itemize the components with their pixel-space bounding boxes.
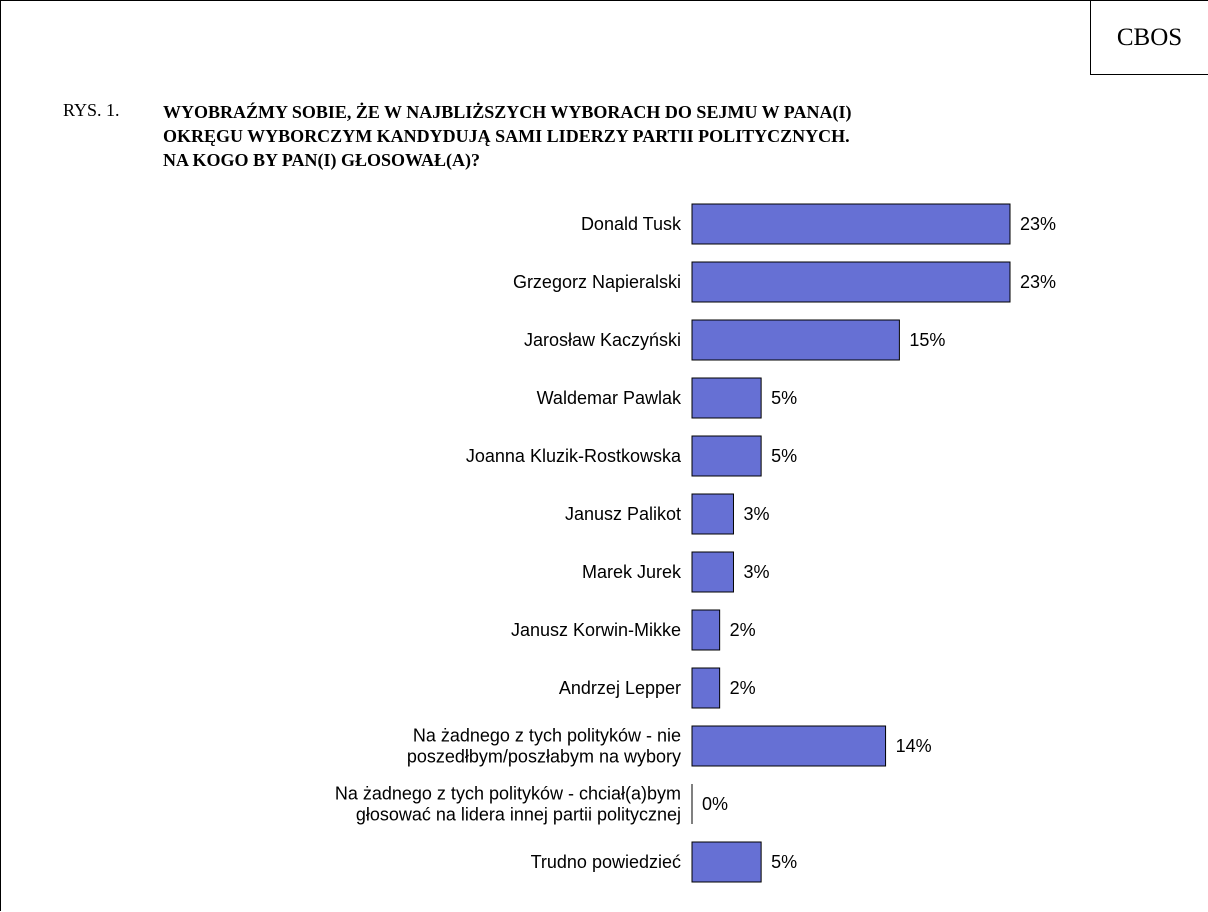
category-label: Waldemar Pawlak (537, 388, 682, 408)
category-label-line: Jarosław Kaczyński (524, 330, 681, 350)
data-label: 5% (771, 388, 797, 408)
bar (691, 493, 734, 535)
category-label: Na żadnego z tych polityków - nie poszedł… (407, 726, 681, 767)
bar (691, 203, 1011, 245)
category-label-line: Trudno powiedzieć (531, 852, 681, 872)
category-label: Janusz Korwin-Mikke (511, 620, 681, 640)
category-label-line: poszedłbym/poszłabym na wybory (407, 747, 681, 767)
category-label: Joanna Kluzik-Rostkowska (466, 446, 682, 466)
bar (691, 725, 887, 767)
category-label: Grzegorz Napieralski (513, 272, 681, 292)
category-label: Donald Tusk (581, 214, 682, 234)
data-label: 23% (1020, 272, 1056, 292)
category-label-line: Janusz Palikot (565, 504, 681, 524)
category-label-line: Donald Tusk (581, 214, 682, 234)
data-label: 3% (743, 562, 769, 582)
question-line: NA KOGO BY PAN(I) GŁOSOWAŁ(A)? (163, 150, 481, 170)
category-label: Na żadnego z tych polityków - chciał(a)b… (335, 784, 681, 825)
data-label: 0% (702, 794, 728, 814)
category-label-line: Na żadnego z tych polityków - chciał(a)b… (335, 784, 681, 804)
category-label-line: Joanna Kluzik-Rostkowska (466, 446, 682, 466)
bar (691, 319, 900, 361)
data-label: 5% (771, 446, 797, 466)
data-label: 14% (896, 736, 932, 756)
category-label-line: Waldemar Pawlak (537, 388, 682, 408)
bar (691, 667, 721, 709)
category-label-line: Grzegorz Napieralski (513, 272, 681, 292)
category-label: Trudno powiedzieć (531, 852, 681, 872)
bar (691, 551, 734, 593)
category-label-line: głosować na lidera innej partii politycz… (356, 805, 681, 825)
bar (691, 377, 762, 419)
category-label: Marek Jurek (582, 562, 682, 582)
category-label: Janusz Palikot (565, 504, 681, 524)
bar (691, 609, 721, 651)
data-label: 15% (909, 330, 945, 350)
category-label-line: Marek Jurek (582, 562, 682, 582)
data-label: 2% (730, 620, 756, 640)
bar (691, 841, 762, 883)
bar (691, 435, 762, 477)
data-label: 2% (730, 678, 756, 698)
question-line: OKRĘGU WYBORCZYM KANDYDUJĄ SAMI LIDERZY … (163, 126, 850, 146)
category-label-line: Na żadnego z tych polityków - nie (413, 726, 681, 746)
data-label: 5% (771, 852, 797, 872)
category-label-line: Janusz Korwin-Mikke (511, 620, 681, 640)
category-label: Jarosław Kaczyński (524, 330, 681, 350)
data-label: 3% (743, 504, 769, 524)
figure-label: RYS. 1. (63, 100, 120, 120)
data-label: 23% (1020, 214, 1056, 234)
category-label: Andrzej Lepper (559, 678, 681, 698)
figure-question: WYOBRAŹMY SOBIE, ŻE W NAJBLIŻSZYCH WYBOR… (163, 100, 1123, 172)
bar (691, 261, 1011, 303)
question-line: WYOBRAŹMY SOBIE, ŻE W NAJBLIŻSZYCH WYBOR… (163, 102, 852, 122)
source-badge: CBOS (1090, 1, 1208, 75)
category-label-line: Andrzej Lepper (559, 678, 681, 698)
